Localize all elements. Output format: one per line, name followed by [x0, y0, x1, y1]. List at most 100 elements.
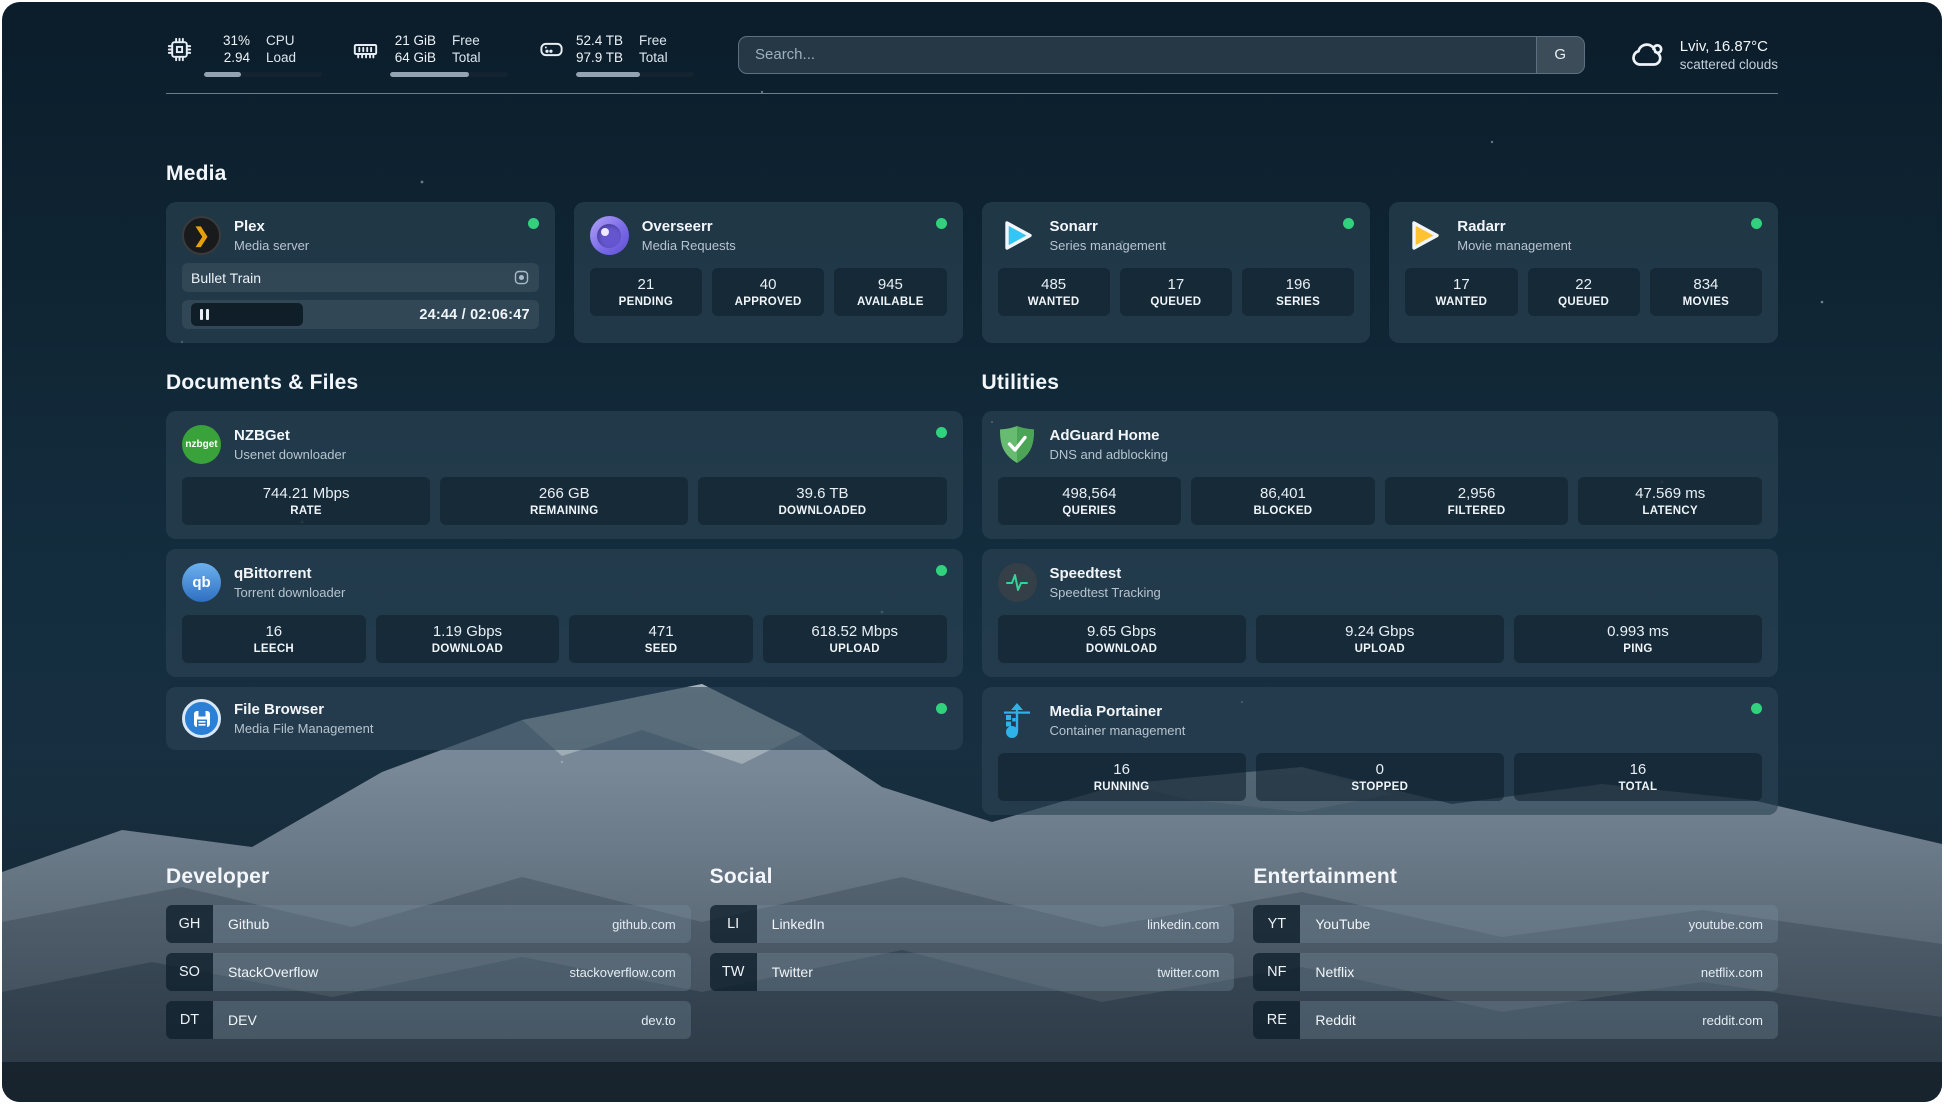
- overseerr-name: Overseerr: [641, 218, 713, 235]
- filebrowser-card[interactable]: File Browser Media File Management: [166, 687, 963, 750]
- github-name: Github: [228, 916, 270, 932]
- speedtest-icon: [997, 563, 1037, 602]
- search-provider-button[interactable]: G: [1535, 36, 1584, 73]
- memory-free-label: Free: [452, 33, 480, 48]
- qbittorrent-desc: Torrent downloader: [234, 585, 346, 600]
- portainer-stat-total: 16 TOTAL: [1513, 753, 1763, 801]
- plex-now-playing-title: Bullet Train: [191, 269, 262, 286]
- portainer-stat-stopped: 0 STOPPED: [1255, 753, 1504, 801]
- entertainment-section-title: Entertainment: [1253, 865, 1398, 888]
- pause-icon: [206, 309, 209, 320]
- documents-column: Documents & Files nzbget NZBGet Usenet d…: [166, 371, 963, 815]
- qbittorrent-card[interactable]: qb qBittorrent Torrent downloader 16 LEE…: [166, 549, 963, 677]
- speedtest-card[interactable]: Speedtest Speedtest Tracking 9.65 Gbps D…: [981, 549, 1778, 677]
- speedtest-stat-upload: 9.24 Gbps UPLOAD: [1255, 615, 1504, 663]
- radarr-desc: Movie management: [1457, 238, 1572, 253]
- documents-section-title: Documents & Files: [166, 371, 359, 394]
- reddit-name: Reddit: [1315, 1012, 1356, 1028]
- filebrowser-desc: Media File Management: [234, 721, 374, 736]
- search-bar: G: [738, 35, 1585, 74]
- disk-resource-widget: 52.4 TB 97.9 TB Free Total: [538, 32, 694, 77]
- stackoverflow-name: StackOverflow: [228, 964, 319, 980]
- media-grid: ❯ Plex Media server Bullet Train: [166, 202, 1778, 343]
- bookmark-linkedin[interactable]: LI LinkedIn linkedin.com: [709, 905, 1235, 943]
- bookmark-netflix[interactable]: NF Netflix netflix.com: [1253, 953, 1778, 991]
- adguard-name: AdGuard Home: [1049, 427, 1160, 444]
- cpu-icon: [167, 37, 192, 61]
- portainer-status-dot: [1751, 703, 1762, 714]
- nzbget-stat-rate: 744.21 Mbps RATE: [182, 477, 431, 525]
- nzbget-stat-remaining: 266 GB REMAINING: [440, 477, 689, 525]
- radarr-card[interactable]: Radarr Movie management 17 WANTED 22 QUE…: [1389, 202, 1778, 343]
- qbittorrent-name: qBittorrent: [234, 565, 312, 582]
- overseerr-desc: Media Requests: [641, 238, 736, 253]
- nzbget-desc: Usenet downloader: [234, 447, 347, 462]
- sonarr-desc: Series management: [1049, 238, 1166, 253]
- plex-desc: Media server: [234, 238, 310, 253]
- youtube-abbr: YT: [1253, 905, 1301, 943]
- qbittorrent-icon: qb: [182, 563, 221, 602]
- adguard-stat-latency: 47.569 ms LATENCY: [1578, 477, 1762, 525]
- dev-url: dev.to: [641, 1012, 676, 1028]
- portainer-card[interactable]: Media Portainer Container management 16 …: [981, 687, 1778, 815]
- adguard-stat-blocked: 86,401 BLOCKED: [1191, 477, 1375, 525]
- nzbget-card[interactable]: nzbget NZBGet Usenet downloader 744.21 M…: [166, 411, 963, 539]
- sonarr-card[interactable]: Sonarr Series management 485 WANTED 17 Q…: [981, 202, 1371, 343]
- radarr-stat-wanted: 17 WANTED: [1405, 268, 1518, 316]
- nzbget-stat-downloaded: 39.6 TB DOWNLOADED: [698, 477, 947, 525]
- cpu-progress-track: [204, 72, 322, 77]
- bookmark-stackoverflow[interactable]: SO StackOverflow stackoverflow.com: [166, 953, 691, 991]
- header-divider: [166, 93, 1778, 94]
- portainer-name: Media Portainer: [1049, 703, 1163, 720]
- sonarr-stat-queued: 17 QUEUED: [1119, 268, 1232, 316]
- memory-resource-widget: 21 GiB 64 GiB Free Total: [352, 32, 508, 77]
- bookmark-dev[interactable]: DT DEV dev.to: [166, 1001, 691, 1039]
- overseerr-stat-approved: 40 APPROVED: [712, 268, 825, 316]
- adguard-card[interactable]: AdGuard Home DNS and adblocking 498,564 …: [981, 411, 1778, 539]
- netflix-abbr: NF: [1253, 953, 1301, 991]
- netflix-url: netflix.com: [1700, 964, 1763, 980]
- disk-progress-fill: [576, 72, 640, 77]
- memory-total-value: 64 GiB: [394, 50, 436, 65]
- camera-icon[interactable]: [513, 269, 530, 286]
- filebrowser-status-dot: [935, 703, 947, 714]
- portainer-stat-running: 16 RUNNING: [997, 753, 1246, 801]
- plex-name: Plex: [234, 218, 265, 235]
- bookmark-github[interactable]: GH Github github.com: [166, 905, 691, 943]
- plex-card[interactable]: ❯ Plex Media server Bullet Train: [166, 202, 555, 343]
- radarr-stat-movies: 834 MOVIES: [1649, 268, 1762, 316]
- portainer-icon: [998, 701, 1037, 740]
- cpu-resource-widget: 31% 2.94 CPU Load: [166, 32, 322, 77]
- radarr-icon: [1405, 216, 1444, 255]
- plex-status-dot: [527, 218, 539, 229]
- filebrowser-icon: [182, 699, 221, 738]
- plex-progress-row: 24:44 / 02:06:47: [182, 300, 539, 329]
- adguard-stat-queries: 498,564 QUERIES: [997, 477, 1182, 525]
- disk-total-label: Total: [639, 50, 668, 65]
- cloud-icon: [1631, 42, 1663, 66]
- weather-widget[interactable]: Lviv, 16.87°C scattered clouds: [1629, 36, 1778, 74]
- plex-pause-button[interactable]: [191, 303, 303, 326]
- search-input[interactable]: [739, 36, 1536, 73]
- twitter-url: twitter.com: [1157, 964, 1220, 980]
- bookmark-reddit[interactable]: RE Reddit reddit.com: [1253, 1001, 1778, 1039]
- memory-progress-track: [390, 72, 508, 77]
- adguard-desc: DNS and adblocking: [1049, 447, 1169, 462]
- plex-playback-time: 24:44 / 02:06:47: [419, 306, 530, 323]
- bookmark-youtube[interactable]: YT YouTube youtube.com: [1253, 905, 1778, 943]
- plex-icon: ❯: [182, 216, 221, 255]
- bookmark-twitter[interactable]: TW Twitter twitter.com: [709, 953, 1235, 991]
- social-bookmarks: Social LI LinkedIn linkedin.com TW Twitt…: [709, 865, 1235, 1049]
- overseerr-stat-available: 945 AVAILABLE: [834, 268, 947, 316]
- youtube-url: youtube.com: [1688, 916, 1763, 932]
- qbittorrent-stat-seed: 471 SEED: [569, 615, 753, 663]
- developer-section-title: Developer: [166, 865, 270, 888]
- top-bar: 31% 2.94 CPU Load: [166, 2, 1778, 77]
- twitter-name: Twitter: [771, 964, 813, 980]
- qbittorrent-stat-leech: 16 LEECH: [182, 615, 366, 663]
- cpu-usage-value: 31%: [222, 33, 250, 48]
- twitter-abbr: TW: [709, 953, 757, 991]
- overseerr-card[interactable]: Overseerr Media Requests 21 PENDING 40 A…: [573, 202, 963, 343]
- radarr-stat-queued: 22 QUEUED: [1527, 268, 1640, 316]
